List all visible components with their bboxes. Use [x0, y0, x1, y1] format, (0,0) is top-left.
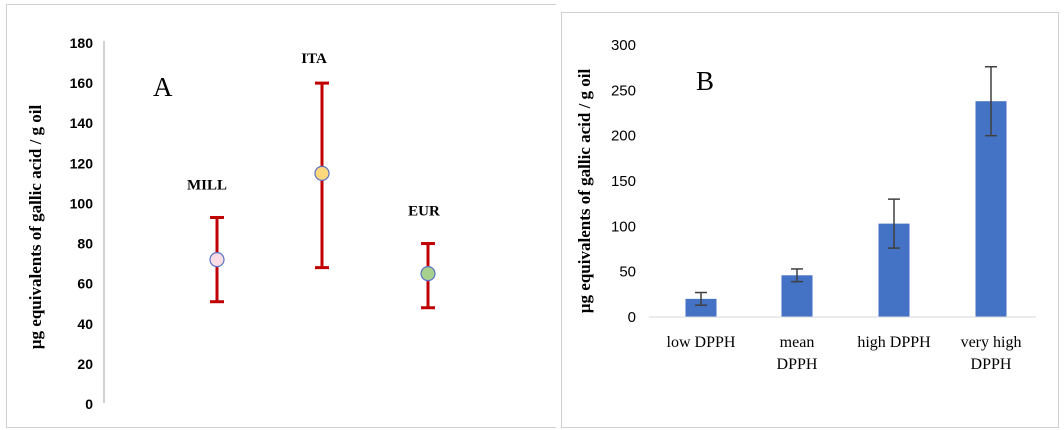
chart-panel-b: µg equivalents of gallic acid / g oil B … — [561, 12, 1059, 428]
chart-b-y-tick-label: 150 — [611, 173, 636, 190]
chart-b-category-label: DPPH — [971, 356, 1012, 373]
chart-a-point-label: EUR — [408, 204, 440, 220]
chart-b-y-tick-label: 0 — [628, 309, 636, 326]
chart-b-category-label: high DPPH — [857, 334, 931, 351]
chart-a-point — [209, 252, 225, 268]
chart-a-y-tick-label: 180 — [70, 35, 94, 51]
chart-b-panel-label: B — [696, 66, 714, 96]
chart-a-point-label: MILL — [187, 177, 227, 193]
chart-b-bar — [685, 298, 717, 317]
chart-b-y-tick-label: 250 — [611, 82, 636, 99]
chart-a-y-tick-label: 40 — [77, 316, 93, 332]
chart-b-category-labels: low DPPH mean DPPH high DPPH very high DPPH — [667, 334, 1022, 373]
chart-b-category-label: mean — [780, 334, 815, 351]
chart-a-panel-label: A — [153, 72, 173, 102]
chart-b-y-tick-label: 50 — [619, 264, 636, 281]
chart-b-y-ticks: 0 50 100 150 200 250 300 — [611, 37, 636, 326]
chart-b-y-axis-title: µg equivalents of gallic acid / g oil — [575, 68, 594, 313]
chart-a-y-tick-label: 0 — [85, 396, 93, 412]
chart-a-y-ticks: 0 20 40 60 80 100 120 140 160 180 — [70, 35, 94, 412]
chart-a-y-tick-label: 60 — [77, 276, 93, 292]
chart-a-y-tick-label: 100 — [70, 195, 94, 211]
chart-b-y-tick-label: 200 — [611, 128, 636, 145]
chart-a-y-tick-label: 80 — [77, 236, 93, 252]
chart-a-y-tick-label: 20 — [77, 356, 93, 372]
chart-a-svg: µg equivalents of gallic acid / g oil A … — [26, 35, 440, 412]
chart-panel-a: µg equivalents of gallic acid / g oil A … — [6, 4, 556, 428]
chart-a-point — [314, 165, 330, 181]
chart-b-y-tick-label: 300 — [611, 37, 636, 54]
chart-a-y-tick-label: 160 — [70, 75, 94, 91]
chart-b-marks — [685, 66, 1007, 317]
chart-a-y-axis-title: µg equivalents of gallic acid / g oil — [26, 104, 45, 349]
chart-b-category-label: very high — [961, 334, 1022, 351]
chart-a-point-label: ITA — [301, 51, 327, 67]
chart-a-point — [420, 266, 436, 282]
chart-b-category-label: DPPH — [777, 356, 818, 373]
chart-b-bar — [975, 101, 1007, 317]
chart-a-y-tick-label: 140 — [70, 115, 94, 131]
chart-b-svg: µg equivalents of gallic acid / g oil B … — [575, 37, 1036, 373]
chart-a-y-tick-label: 120 — [70, 155, 94, 171]
chart-b-y-tick-label: 100 — [611, 218, 636, 235]
chart-a-marks: MILL ITA EUR — [187, 51, 440, 310]
chart-b-category-label: low DPPH — [667, 334, 736, 351]
